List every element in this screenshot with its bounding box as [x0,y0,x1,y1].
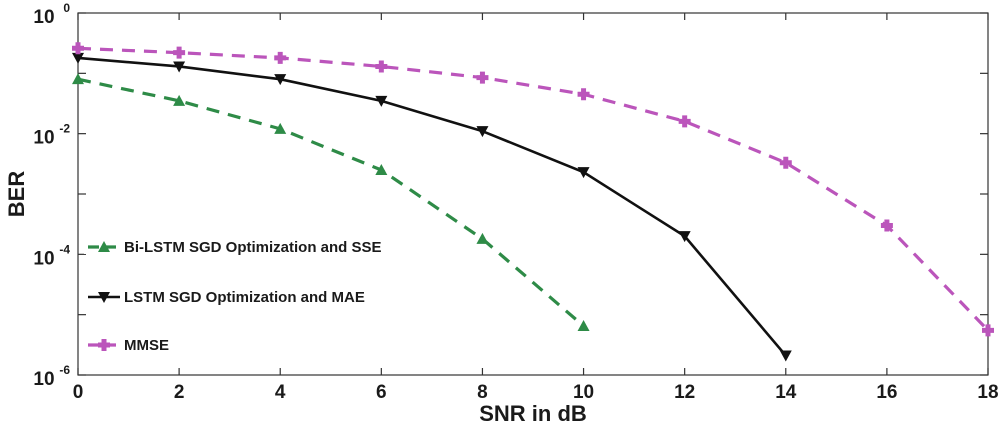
series-line [77,46,990,332]
y-tick-base: 10 [33,7,54,28]
y-axis: 10 0 10 -2 10 -4 10 -6 [33,1,988,390]
series-1 [72,52,792,362]
x-axis: 0 2 4 6 8 10 12 14 16 18 [73,13,999,403]
data-point [173,46,186,59]
data-point [98,339,110,351]
x-tick-label: 6 [376,382,387,403]
data-point [779,156,792,169]
data-point [577,319,590,331]
data-point [274,122,287,134]
y-tick-base: 10 [33,369,54,390]
legend-label: MMSE [124,337,169,354]
plot-frame [77,12,989,376]
data-point [98,241,110,252]
legend: Bi-LSTM SGD Optimization and SSE LSTM SGD… [84,239,382,354]
x-tick-label: 16 [876,382,897,403]
data-point [72,42,84,55]
y-tick-exponent: 0 [63,1,70,15]
x-tick-label: 0 [73,382,84,403]
data-point [375,95,388,107]
y-axis-title: BER [4,171,29,218]
data-point [982,324,994,337]
data-point [173,94,186,106]
data-point [274,51,287,64]
legend-label: LSTM SGD Optimization and MAE [124,289,365,306]
y-tick-label: 10 -2 [33,122,70,149]
x-tick-label: 14 [775,382,797,403]
data-point [476,71,489,84]
data-point [72,52,84,64]
x-tick-label: 8 [477,382,488,403]
data-point [678,115,691,128]
legend-label: Bi-LSTM SGD Optimization and SSE [124,239,382,256]
legend-item: Bi-LSTM SGD Optimization and SSE [84,239,382,256]
y-tick-exponent: -4 [59,242,70,256]
data-point [577,167,590,179]
data-point [375,163,388,175]
data-point [98,292,110,303]
y-tick-exponent: -6 [59,363,70,377]
y-tick-label: 10 0 [33,1,70,28]
y-tick-label: 10 -4 [33,242,70,269]
series-line [77,56,787,357]
data-point [476,232,489,244]
series-0 [72,73,590,331]
legend-item: MMSE [84,337,169,354]
legend-item: LSTM SGD Optimization and MAE [84,289,365,306]
series-line [77,77,585,328]
data-point [274,74,287,86]
y-tick-base: 10 [33,128,54,149]
x-tick-label: 2 [174,382,185,403]
x-tick-label: 18 [977,382,998,403]
x-axis-title: SNR in dB [479,401,587,426]
data-point [476,126,489,138]
data-point [779,350,792,362]
series-2 [72,42,994,337]
data-point [375,60,388,73]
y-tick-base: 10 [33,248,54,269]
data-point [577,88,590,101]
data-point [173,61,186,73]
y-tick-label: 10 -6 [33,363,70,390]
x-tick-label: 12 [674,382,695,403]
y-tick-exponent: -2 [59,122,70,136]
series-layer [72,42,994,362]
x-tick-label: 10 [573,382,594,403]
data-point [678,231,691,243]
data-point [72,73,84,85]
data-point [880,219,893,232]
x-tick-label: 4 [275,382,286,403]
